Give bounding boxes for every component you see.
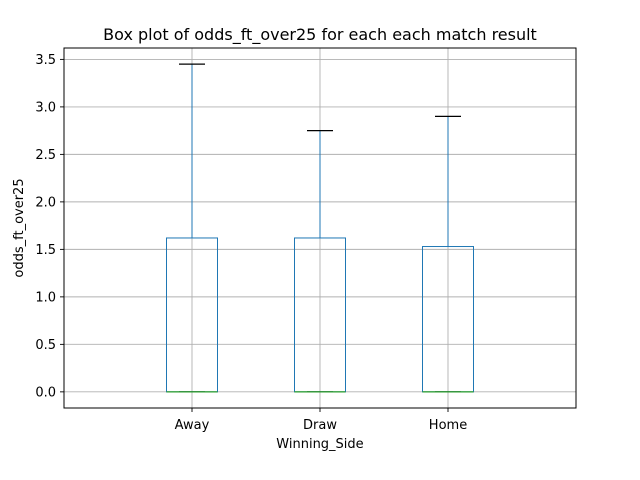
y-tick-label: 0.0 xyxy=(35,385,56,400)
y-tick-label: 3.0 xyxy=(35,100,56,115)
y-tick-label: 3.5 xyxy=(35,53,56,68)
y-tick-label: 2.0 xyxy=(35,195,56,210)
y-axis-label: odds_ft_over25 xyxy=(12,178,27,277)
y-tick-label: 2.5 xyxy=(35,148,56,163)
x-tick-label: Home xyxy=(429,418,467,433)
chart-title: Box plot of odds_ft_over25 for each each… xyxy=(103,25,537,45)
x-axis-label: Winning_Side xyxy=(276,437,363,452)
box-plot-series xyxy=(166,63,474,393)
y-tick-label: 1.5 xyxy=(35,243,56,258)
x-tick-label: Away xyxy=(175,418,210,433)
axis-ticks: 0.0 0.5 1.0 1.5 2.0 2.5 3.0 3.5 Away Draw Home xyxy=(35,53,467,433)
x-tick-label: Draw xyxy=(303,418,337,433)
y-tick-label: 0.5 xyxy=(35,338,56,353)
y-tick-label: 1.0 xyxy=(35,290,56,305)
